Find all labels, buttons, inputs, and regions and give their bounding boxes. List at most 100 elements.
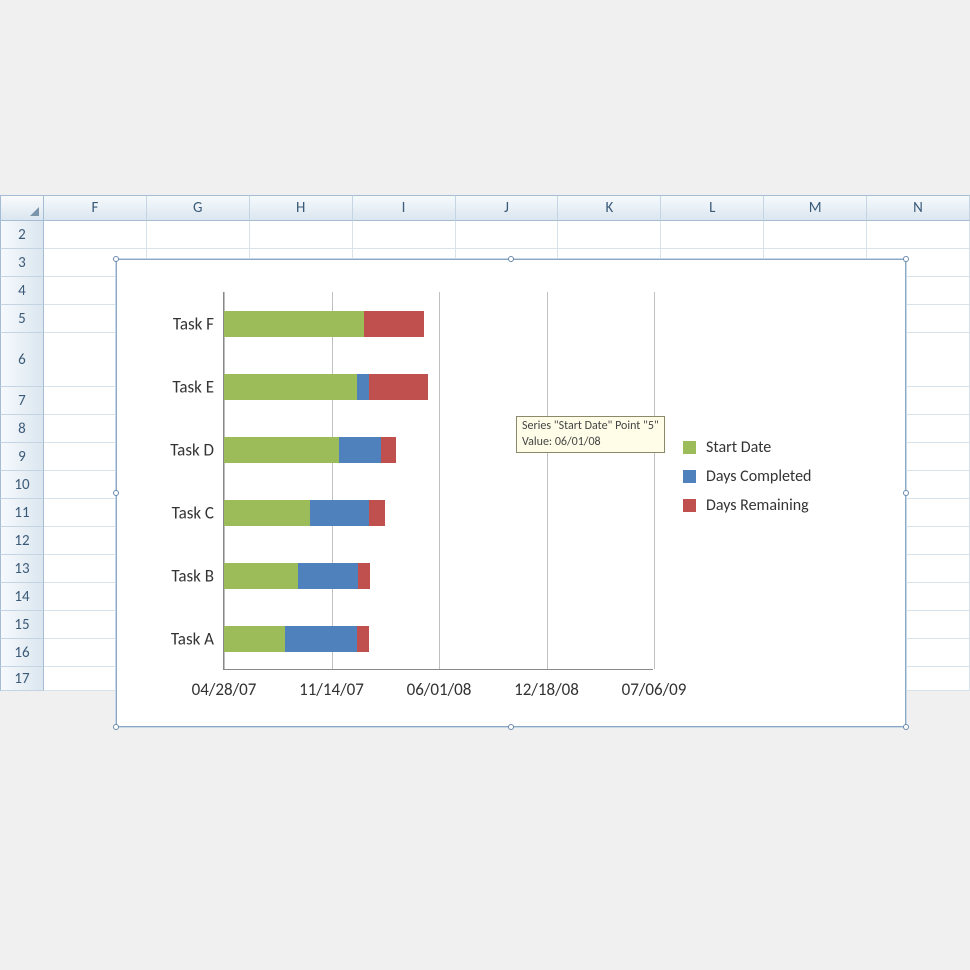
row-header-17[interactable]: 17: [0, 667, 44, 691]
column-header-m[interactable]: M: [764, 195, 867, 221]
column-header-f[interactable]: F: [44, 195, 147, 221]
column-header-l[interactable]: L: [661, 195, 764, 221]
chart-gridline: [332, 292, 333, 669]
chart-legend: Start Date Days Completed Days Remaining: [683, 428, 811, 525]
x-axis-label: 12/18/08: [514, 679, 579, 700]
gantt-chart[interactable]: 04/28/0711/14/0706/01/0812/18/0807/06/09…: [116, 259, 906, 727]
bar-segment-days-completed[interactable]: [357, 374, 369, 400]
chart-resize-handle[interactable]: [903, 490, 909, 496]
cell-G2[interactable]: [147, 221, 250, 249]
column-header-k[interactable]: K: [558, 195, 661, 221]
row-header-6[interactable]: 6: [0, 333, 44, 387]
bar-task-a[interactable]: [224, 626, 369, 652]
bar-task-d[interactable]: [224, 437, 396, 463]
chart-resize-handle[interactable]: [508, 256, 514, 262]
y-axis-label: Task E: [172, 376, 214, 397]
cell-F2[interactable]: [44, 221, 147, 249]
cell-K2[interactable]: [558, 221, 661, 249]
bar-segment-days-remaining[interactable]: [381, 437, 396, 463]
spreadsheet-grid[interactable]: FGHIJKLMN 234567891011121314151617 04/28…: [0, 195, 970, 691]
chart-gridline: [224, 292, 225, 669]
row-header-15[interactable]: 15: [0, 611, 44, 639]
bar-segment-days-completed[interactable]: [310, 500, 369, 526]
bar-segment-days-remaining[interactable]: [369, 500, 385, 526]
bar-segment-days-remaining[interactable]: [357, 626, 369, 652]
row-header-16[interactable]: 16: [0, 639, 44, 667]
select-all-corner[interactable]: [0, 195, 44, 221]
cell-N2[interactable]: [867, 221, 970, 249]
column-headers-row: FGHIJKLMN: [0, 195, 970, 221]
chart-resize-handle[interactable]: [903, 724, 909, 730]
column-header-n[interactable]: N: [867, 195, 970, 221]
legend-label: Start Date: [706, 438, 771, 457]
cell-L2[interactable]: [661, 221, 764, 249]
chart-plot-area: 04/28/0711/14/0706/01/0812/18/0807/06/09…: [223, 292, 653, 670]
bar-segment-days-completed[interactable]: [339, 437, 381, 463]
legend-label: Days Completed: [706, 467, 811, 486]
bar-segment-start-date[interactable]: [224, 500, 310, 526]
legend-swatch: [683, 470, 696, 483]
legend-item-days-completed[interactable]: Days Completed: [683, 467, 811, 486]
bar-segment-start-date[interactable]: [224, 437, 339, 463]
row-header-9[interactable]: 9: [0, 443, 44, 471]
row-header-5[interactable]: 5: [0, 305, 44, 333]
row-header-4[interactable]: 4: [0, 277, 44, 305]
chart-resize-handle[interactable]: [113, 724, 119, 730]
bar-segment-start-date[interactable]: [224, 311, 364, 337]
bar-segment-start-date[interactable]: [224, 563, 298, 589]
row-2: 2: [0, 221, 970, 249]
row-header-10[interactable]: 10: [0, 471, 44, 499]
legend-item-start-date[interactable]: Start Date: [683, 438, 811, 457]
legend-label: Days Remaining: [706, 496, 809, 515]
chart-resize-handle[interactable]: [508, 724, 514, 730]
chart-resize-handle[interactable]: [113, 256, 119, 262]
legend-item-days-remaining[interactable]: Days Remaining: [683, 496, 811, 515]
y-axis-label: Task B: [171, 565, 214, 586]
column-header-h[interactable]: H: [250, 195, 353, 221]
legend-swatch: [683, 441, 696, 454]
y-axis-label: Task F: [173, 313, 214, 334]
bar-segment-start-date[interactable]: [224, 626, 285, 652]
x-axis-label: 11/14/07: [299, 679, 364, 700]
row-header-14[interactable]: 14: [0, 583, 44, 611]
x-axis-label: 07/06/09: [622, 679, 687, 700]
column-header-i[interactable]: I: [353, 195, 456, 221]
bar-segment-days-remaining[interactable]: [369, 374, 428, 400]
chart-gridline: [547, 292, 548, 669]
chart-tooltip: Series "Start Date" Point "5" Value: 06/…: [516, 416, 665, 453]
chart-resize-handle[interactable]: [113, 490, 119, 496]
row-header-2[interactable]: 2: [0, 221, 44, 249]
chart-gridline: [439, 292, 440, 669]
bar-segment-start-date[interactable]: [224, 374, 357, 400]
chart-resize-handle[interactable]: [903, 256, 909, 262]
bar-segment-days-completed[interactable]: [285, 626, 357, 652]
row-header-8[interactable]: 8: [0, 415, 44, 443]
bar-segment-days-completed[interactable]: [298, 563, 358, 589]
column-header-g[interactable]: G: [147, 195, 250, 221]
legend-swatch: [683, 499, 696, 512]
y-axis-label: Task C: [172, 502, 214, 523]
cell-M2[interactable]: [764, 221, 867, 249]
y-axis-label: Task D: [170, 439, 214, 460]
x-axis-label: 04/28/07: [192, 679, 257, 700]
rows-container: 234567891011121314151617 04/28/0711/14/0…: [0, 221, 970, 691]
tooltip-line1: Series "Start Date" Point "5": [522, 419, 659, 435]
cell-I2[interactable]: [353, 221, 456, 249]
chart-gridline: [654, 292, 655, 669]
column-header-j[interactable]: J: [456, 195, 559, 221]
row-header-13[interactable]: 13: [0, 555, 44, 583]
page: FGHIJKLMN 234567891011121314151617 04/28…: [0, 0, 970, 970]
bar-segment-days-remaining[interactable]: [364, 311, 424, 337]
cell-J2[interactable]: [456, 221, 559, 249]
tooltip-line2: Value: 06/01/08: [522, 435, 659, 451]
bar-task-c[interactable]: [224, 500, 385, 526]
row-header-11[interactable]: 11: [0, 499, 44, 527]
row-header-3[interactable]: 3: [0, 249, 44, 277]
row-header-12[interactable]: 12: [0, 527, 44, 555]
row-header-7[interactable]: 7: [0, 387, 44, 415]
bar-segment-days-remaining[interactable]: [358, 563, 370, 589]
bar-task-e[interactable]: [224, 374, 428, 400]
bar-task-b[interactable]: [224, 563, 370, 589]
bar-task-f[interactable]: [224, 311, 424, 337]
cell-H2[interactable]: [250, 221, 353, 249]
